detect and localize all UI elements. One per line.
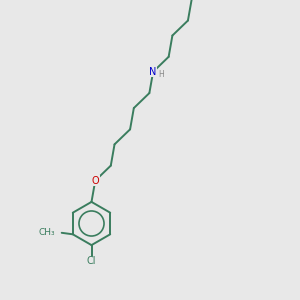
Text: Cl: Cl <box>87 256 96 266</box>
Text: N: N <box>149 67 157 77</box>
Text: H: H <box>159 70 164 79</box>
Text: O: O <box>92 176 99 186</box>
Text: CH₃: CH₃ <box>38 228 55 237</box>
